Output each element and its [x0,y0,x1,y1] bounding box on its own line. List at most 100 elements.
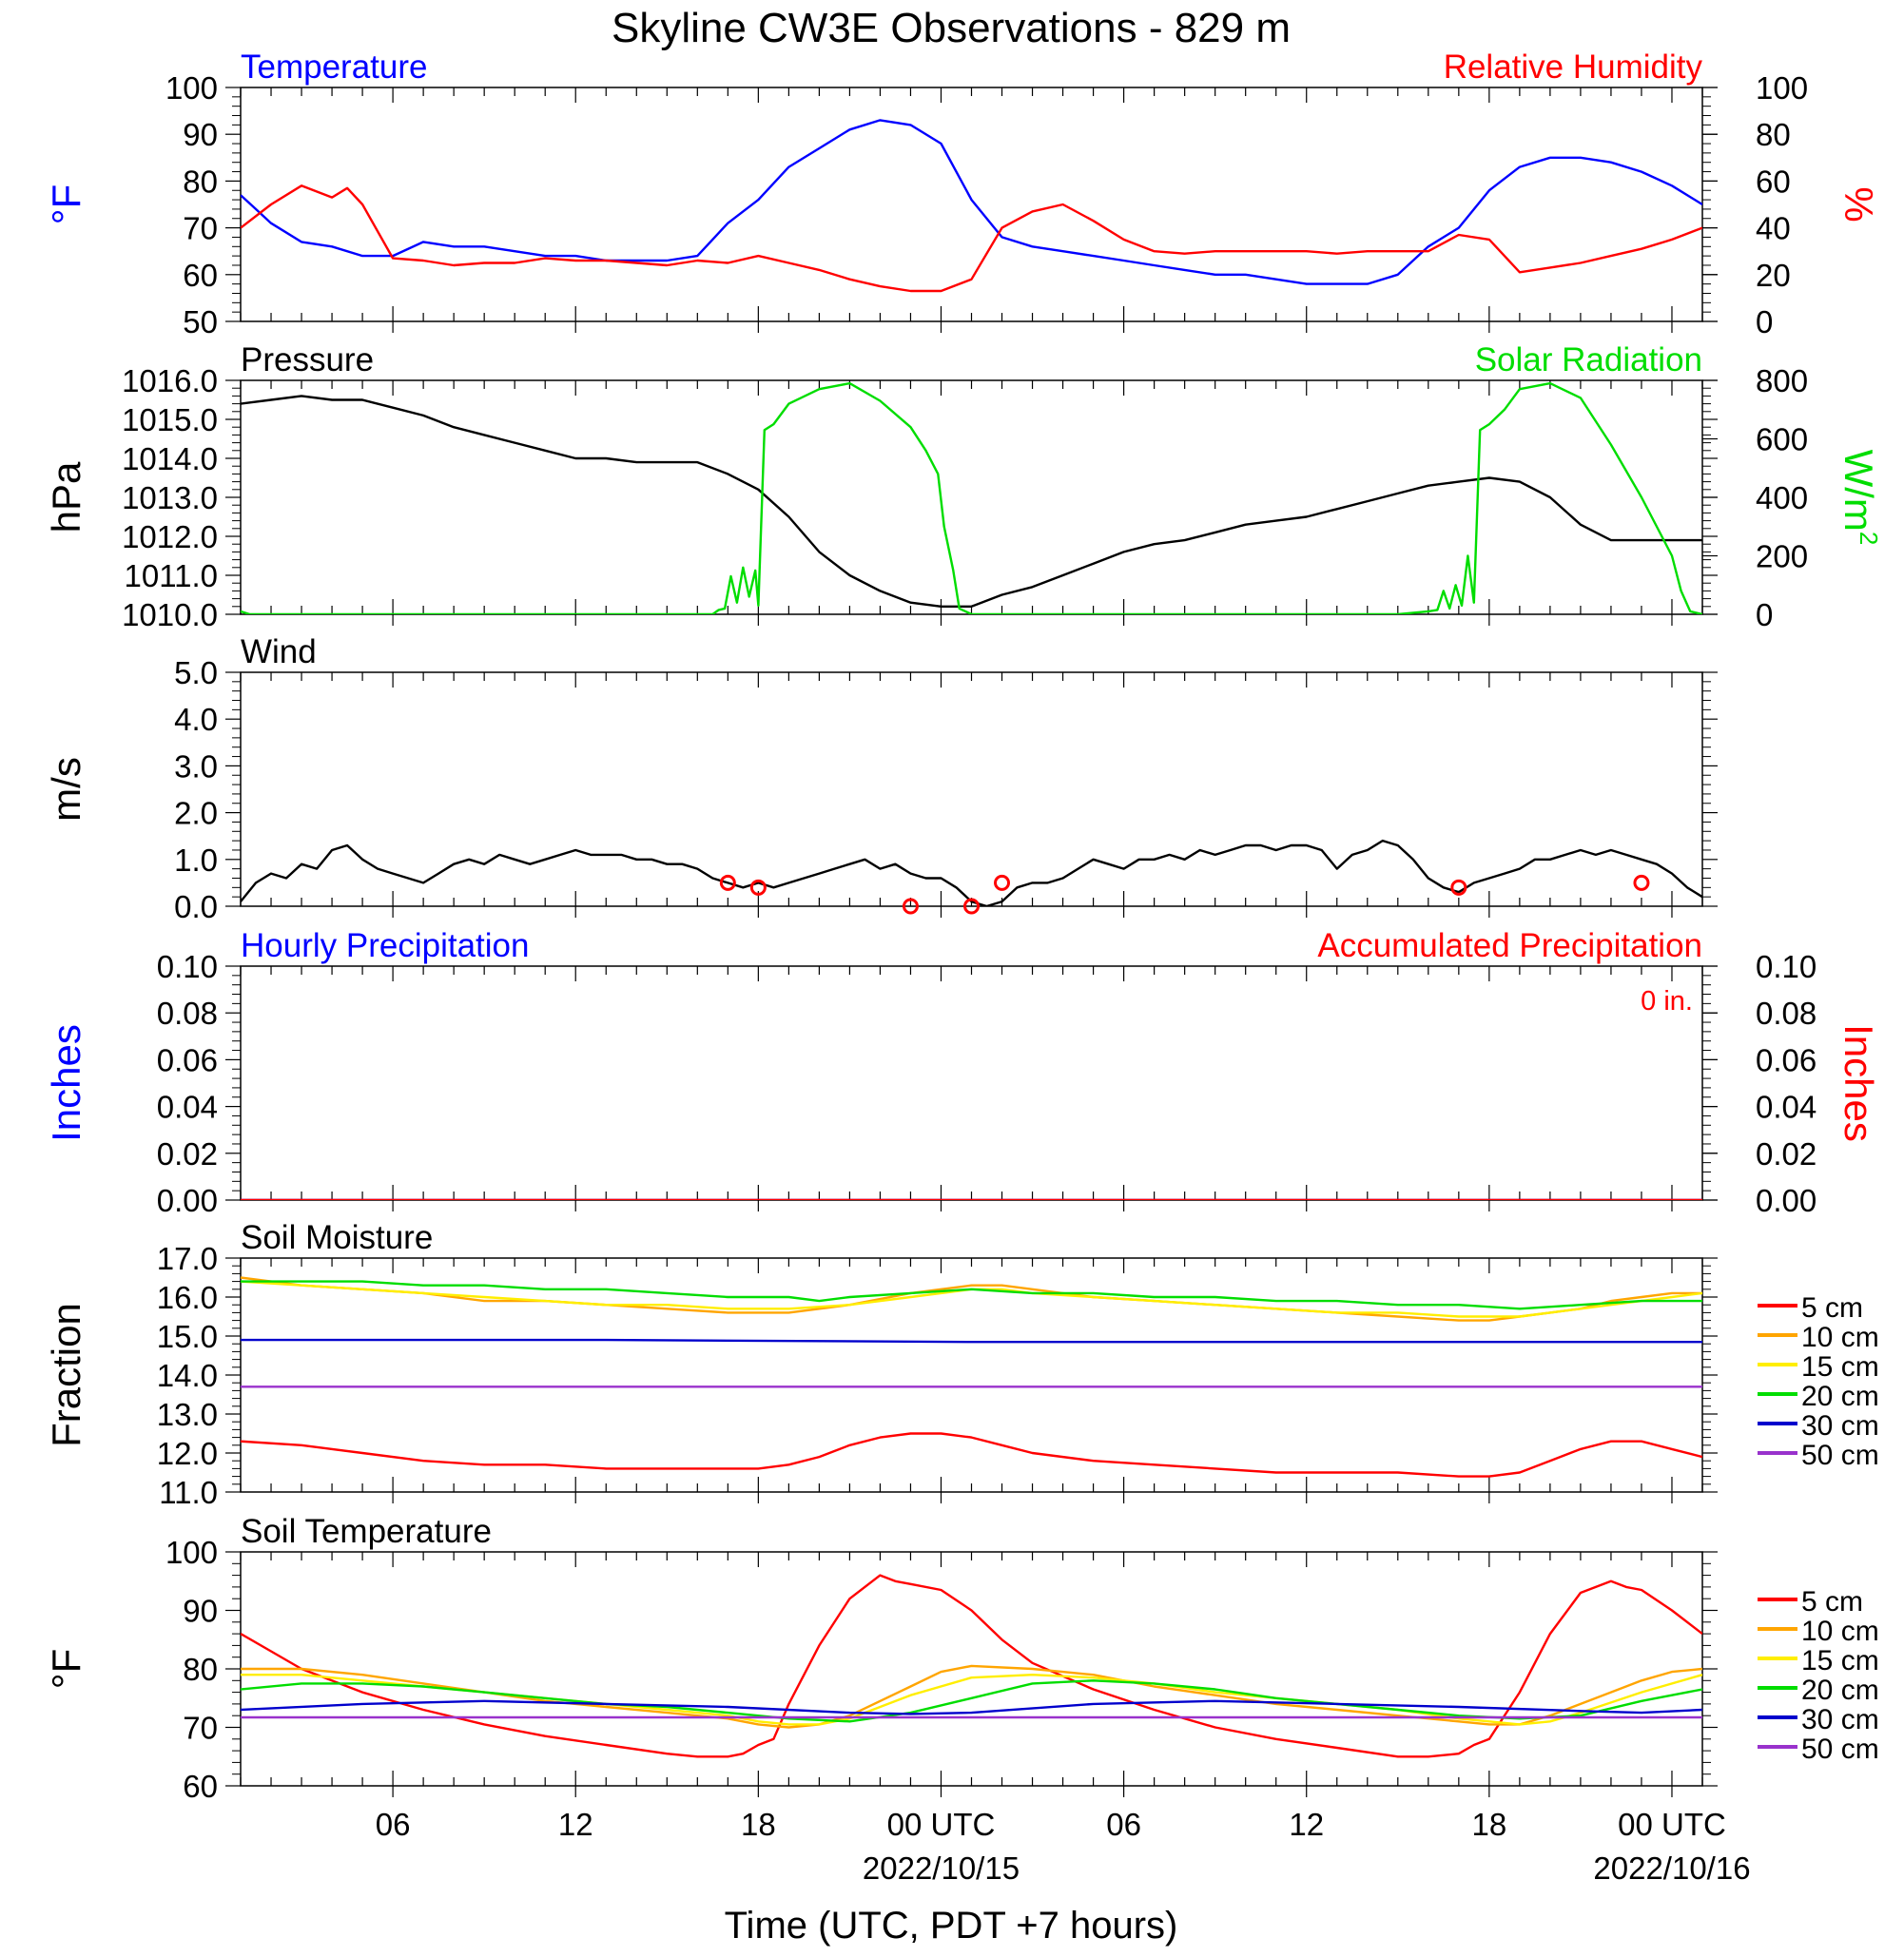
legend-label: 20 cm [1801,1381,1879,1412]
y-axis-label-left: Fraction [44,1303,88,1447]
y-tick-label-left: 5.0 [174,655,218,690]
y-tick-label-left: 1.0 [174,843,218,878]
x-tick-label: 00 UTC [1618,1807,1726,1842]
unit-superscript: 2 [1855,532,1883,545]
y-axis-label-right: % [1836,186,1881,222]
y-tick-label-left: 100 [165,70,218,106]
time-axis-label: Time (UTC, PDT +7 hours) [725,1905,1178,1947]
x-date-label: 2022/10/15 [863,1850,1020,1886]
y-tick-label-right: 0.02 [1756,1136,1817,1172]
panel-0: 50 60 70 80 90 100 0 20 40 60 80 100 °F % Temperature R… [44,48,1881,339]
y-tick-label-left: 0.06 [157,1042,218,1077]
y-tick-label-left: 80 [183,1652,218,1687]
y-axis-label-left: hPa [44,461,88,533]
y-tick-label-left: 1016.0 [122,363,218,398]
legend-label: 15 cm [1801,1645,1879,1676]
y-tick-label-left: 3.0 [174,748,218,784]
y-tick-label-left: 15.0 [157,1319,218,1354]
x-date-label: 2022/10/16 [1593,1850,1750,1886]
y-tick-label-left: 2.0 [174,796,218,831]
y-tick-label-left: 13.0 [157,1397,218,1432]
legend-label: 30 cm [1801,1410,1879,1442]
calm-wind-marker [963,898,980,915]
y-tick-label-right: 600 [1756,422,1808,457]
legend-label: 50 cm [1801,1734,1879,1765]
panel-frame [240,379,1703,615]
legend-label: 50 cm [1801,1440,1879,1471]
y-tick-label-left: 80 [183,164,218,199]
series-group [241,1276,1702,1478]
series-group [241,381,1702,614]
y-tick-label-left: 1013.0 [122,480,218,515]
y-tick-label-left: 50 [183,304,218,339]
y-tick-label-left: 4.0 [174,702,218,737]
y-tick-label-right: 40 [1756,211,1791,246]
y-tick-label-right: 0.06 [1756,1042,1817,1077]
x-tick-label: 06 [1106,1807,1141,1842]
panel-title-right: Accumulated Precipitation [1317,927,1702,964]
y-tick-label-left: 1010.0 [122,597,218,632]
y-tick-label-left: 1015.0 [122,402,218,437]
panel-title-right: Solar Radiation [1475,341,1702,378]
panel-frame [240,87,1703,322]
y-axis-label-left: m/s [44,757,88,822]
accumulated-total: 0 in. [1641,986,1693,1017]
y-tick-label-left: 0.0 [174,889,218,924]
panel-title-left: Soil Moisture [241,1219,433,1256]
calm-wind-marker [719,874,736,891]
series-line-relative-humidity [241,184,1702,293]
y-tick-label-right: 0.00 [1756,1183,1817,1218]
series-line-10-cm [241,1276,1702,1322]
y-tick-label-right: 200 [1756,539,1808,574]
y-tick-label-right: 100 [1756,70,1808,106]
panel-frame [240,965,1703,1201]
y-tick-label-right: 80 [1756,117,1791,152]
y-tick-label-left: 0.04 [157,1090,218,1125]
calm-wind-marker [994,874,1011,891]
panels: 50 60 70 80 90 100 0 20 40 60 80 100 °F % Temperature R… [44,48,1883,1804]
legend-label: 5 cm [1801,1586,1863,1618]
legend-label: 10 cm [1801,1322,1879,1353]
x-tick-label: 18 [1471,1807,1506,1842]
panel-title-left: Temperature [241,48,427,86]
y-tick-label-left: 16.0 [157,1280,218,1315]
y-tick-label-left: 70 [183,1711,218,1746]
legend-label: 20 cm [1801,1675,1879,1706]
calm-wind-marker [749,879,767,896]
panel-title-left: Pressure [241,341,374,378]
y-tick-label-left: 0.10 [157,949,218,984]
series-line-pressure [241,395,1702,608]
series-line-temperature [241,119,1702,285]
x-tick-label: 12 [1289,1807,1324,1842]
y-tick-label-left: 12.0 [157,1436,218,1471]
y-tick-label-left: 17.0 [157,1241,218,1276]
figure-title: Skyline CW3E Observations - 829 m [612,5,1291,51]
series-line-wind [241,839,1702,906]
y-tick-label-right: 20 [1756,258,1791,293]
x-tick-label: 06 [376,1807,411,1842]
legend-label: 5 cm [1801,1292,1863,1324]
time-axis: 06 12 18 00 UTC 2022/10/15 06 12 18 00 UTC 2022/1… [376,1807,1751,1886]
y-tick-label-left: 90 [183,117,218,152]
series-group [241,839,1702,906]
y-tick-label-right: 0.08 [1756,996,1817,1031]
y-tick-label-left: 60 [183,258,218,293]
panel-title-left: Soil Temperature [241,1513,492,1550]
series-line-5-cm [241,1574,1702,1758]
y-tick-label-left: 1011.0 [125,558,218,593]
panel-title-right: Relative Humidity [1444,48,1703,86]
series-line-solar-radiation [241,381,1702,614]
y-tick-label-right: 0 [1756,597,1773,632]
panel-frame [240,1551,1703,1787]
y-axis-label-left: °F [44,184,88,224]
series-line-20-cm [241,1280,1702,1310]
series-line-5-cm [241,1432,1702,1478]
y-tick-label-left: 0.08 [157,996,218,1031]
panel-1: 1010.0 1011.0 1012.0 1013.0 1014.0 1015.0 1016… [44,341,1883,632]
y-tick-label-right: 60 [1756,164,1791,199]
series-group [241,1574,1702,1758]
calm-wind-marker [1633,874,1650,891]
y-axis-label-right: Inches [1836,1024,1881,1142]
y-tick-label-left: 60 [183,1769,218,1804]
